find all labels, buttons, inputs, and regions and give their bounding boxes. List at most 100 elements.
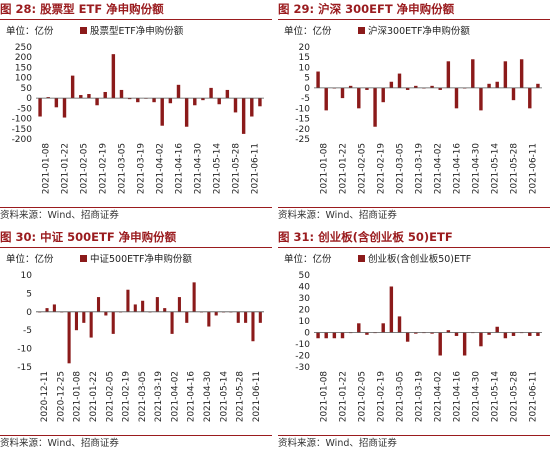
bar bbox=[45, 308, 49, 312]
bar bbox=[184, 98, 189, 127]
x-tick-label: 2021-06-11 bbox=[529, 371, 539, 422]
bar bbox=[340, 332, 345, 339]
x-tick-label: 2021-03-05 bbox=[138, 371, 148, 422]
y-tick-label: -100 bbox=[12, 115, 33, 125]
x-tick-label: 2021-04-02 bbox=[156, 143, 166, 194]
y-tick-label: -20 bbox=[295, 352, 310, 362]
bar-chart: 单位：亿份 股票型ETF净申购份额 -200-150-100-50050100150… bbox=[6, 25, 264, 195]
bar bbox=[430, 332, 434, 334]
bar bbox=[397, 73, 402, 88]
x-tick-label: 2021-06-11 bbox=[529, 143, 539, 194]
y-tick-label: -25 bbox=[295, 135, 310, 145]
bar bbox=[414, 85, 418, 88]
bar bbox=[193, 98, 197, 106]
x-tick-label: 2021-04-16 bbox=[453, 143, 463, 195]
bar bbox=[170, 311, 174, 334]
x-tick-label: 2021-05-14 bbox=[219, 371, 229, 423]
legend-label: 股票型ETF净申购份额 bbox=[90, 25, 184, 37]
source-note: 资料来源：Wind、招商证券 bbox=[278, 207, 550, 223]
x-tick-label: 2021-01-22 bbox=[339, 143, 349, 194]
bar bbox=[430, 85, 434, 88]
x-tick-label: 2021-04-30 bbox=[472, 143, 482, 195]
source-note: 资料来源：Wind、招商证券 bbox=[278, 435, 550, 451]
x-tick-label: 2021-04-02 bbox=[170, 371, 180, 422]
bar bbox=[133, 304, 137, 312]
bar bbox=[207, 311, 211, 327]
bar bbox=[357, 323, 361, 333]
y-tick-label: 20 bbox=[299, 306, 311, 316]
bar bbox=[126, 289, 130, 312]
y-tick-label: -200 bbox=[12, 135, 33, 145]
y-tick-label: 15 bbox=[299, 53, 310, 63]
bar bbox=[487, 332, 491, 335]
x-tick-label: 2021-02-19 bbox=[122, 371, 132, 422]
bar bbox=[70, 75, 75, 99]
y-tick-label: 30 bbox=[299, 294, 311, 304]
bar bbox=[340, 87, 345, 99]
bar bbox=[381, 87, 385, 103]
bar bbox=[217, 98, 221, 105]
y-tick-label: 250 bbox=[15, 43, 32, 53]
legend-label: 沪深300ETF净申购份额 bbox=[368, 25, 470, 37]
bar bbox=[233, 98, 238, 113]
bar bbox=[163, 308, 167, 312]
bar bbox=[141, 300, 145, 312]
x-tick-label: 2021-05-28 bbox=[510, 371, 520, 422]
x-tick-label: 2021-04-16 bbox=[175, 143, 185, 195]
bar bbox=[209, 87, 213, 99]
bar bbox=[454, 332, 459, 336]
bar bbox=[446, 61, 451, 88]
bar bbox=[528, 332, 532, 336]
bar bbox=[479, 87, 483, 111]
bar bbox=[332, 332, 337, 339]
bar bbox=[471, 59, 475, 88]
y-tick-label: 100 bbox=[15, 74, 32, 84]
y-tick-label: 0 bbox=[304, 329, 310, 339]
x-tick-label: 2021-03-19 bbox=[415, 143, 425, 194]
bar bbox=[104, 311, 108, 316]
bar bbox=[176, 84, 181, 99]
bar bbox=[168, 98, 173, 104]
bar bbox=[503, 332, 508, 339]
x-tick-label: 2021-03-19 bbox=[415, 371, 425, 422]
bar bbox=[536, 83, 540, 88]
y-tick-label: -15 bbox=[295, 115, 310, 125]
figure-title: 图 29: 沪深 300EFT 净申购份额 bbox=[278, 0, 550, 20]
bar bbox=[136, 98, 140, 103]
bar bbox=[389, 81, 394, 88]
bar bbox=[241, 98, 246, 134]
unit-label: 单位：亿份 bbox=[284, 253, 332, 265]
x-tick-label: 2021-01-22 bbox=[61, 143, 71, 194]
bar bbox=[250, 98, 254, 117]
bar-chart: 单位：亿份 中证500ETF净申购份额 -15 -10 -5 0 5 10 2020-12-11… bbox=[6, 253, 264, 423]
bar bbox=[177, 297, 181, 312]
y-tick-label: -15 bbox=[17, 363, 32, 373]
legend-swatch bbox=[80, 27, 87, 34]
y-tick-label: 10 bbox=[299, 63, 311, 73]
y-tick-label: 20 bbox=[299, 43, 311, 53]
x-tick-label: 2021-02-05 bbox=[358, 371, 368, 422]
x-tick-label: 2021-03-19 bbox=[137, 143, 147, 194]
bar bbox=[316, 71, 320, 88]
bar bbox=[462, 332, 467, 356]
x-tick-label: 2021-02-19 bbox=[377, 371, 387, 422]
y-tick-label: -10 bbox=[17, 345, 32, 355]
bar bbox=[454, 87, 459, 109]
bar bbox=[511, 332, 516, 336]
figure-title: 图 31: 创业板(含创业板 50)ETF bbox=[278, 228, 550, 248]
bar bbox=[373, 87, 377, 127]
bar bbox=[405, 87, 410, 90]
bar bbox=[414, 332, 418, 334]
x-tick-label: 2021-04-30 bbox=[194, 143, 204, 195]
y-tick-label: -30 bbox=[295, 363, 310, 373]
unit-label: 单位：亿份 bbox=[284, 25, 332, 37]
bar bbox=[324, 87, 328, 111]
x-tick-label: 2021-05-28 bbox=[236, 371, 246, 422]
bar bbox=[155, 297, 159, 312]
bar bbox=[201, 98, 205, 101]
x-tick-label: 2021-04-16 bbox=[453, 371, 463, 423]
y-tick-label: -150 bbox=[12, 125, 33, 135]
bar bbox=[324, 332, 328, 339]
x-tick-label: 2020-12-25 bbox=[56, 371, 66, 422]
chart-panel-chinext-etf: 图 31: 创业板(含创业板 50)ETF 单位：亿份 创业板(含创业板50)ET… bbox=[278, 228, 550, 453]
